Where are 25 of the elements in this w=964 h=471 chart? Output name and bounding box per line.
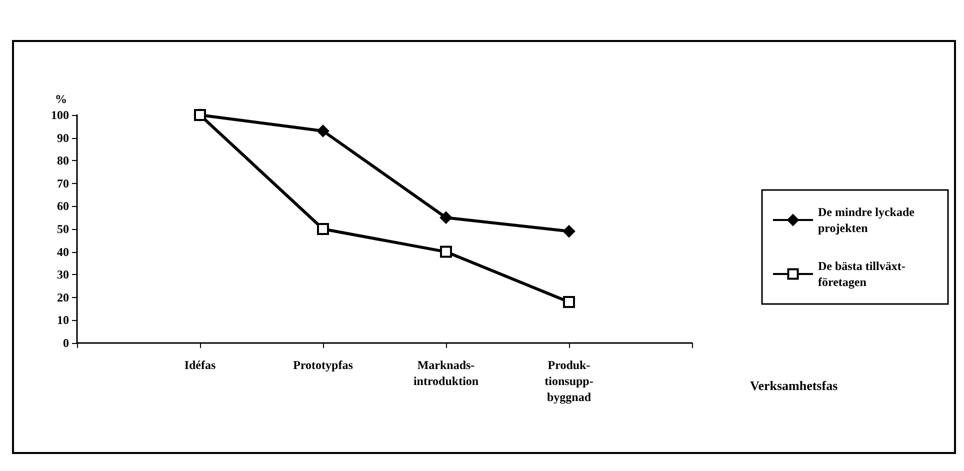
legend-label: De mindre lyckade projekten xyxy=(818,205,918,235)
x-tick-label: Idéfas xyxy=(184,358,216,372)
x-tick-label: Marknads-introduktion xyxy=(413,358,479,388)
legend-label: De bästa tillväxt-företagen xyxy=(818,259,906,289)
y-tick-label: 0 xyxy=(63,336,69,350)
x-tick-label: Prototypfas xyxy=(293,358,354,372)
y-tick-label: 40 xyxy=(57,244,69,259)
y-tick-label: 100 xyxy=(51,108,69,122)
y-tick-label: 70 xyxy=(57,176,69,190)
y-tick-label: 60 xyxy=(57,199,69,214)
x-axis-title: Verksamhetsfas xyxy=(750,378,838,393)
point xyxy=(563,225,575,238)
y-tick-label: 30 xyxy=(57,268,69,282)
y-tick-label: 20 xyxy=(57,290,69,304)
y-tick-label: 10 xyxy=(57,313,69,328)
point xyxy=(563,296,575,308)
point xyxy=(317,223,329,235)
y-tick-label: 80 xyxy=(57,154,69,168)
y-tick-label: 50 xyxy=(57,222,69,236)
point xyxy=(317,124,329,137)
y-tick-label: 90 xyxy=(57,130,69,145)
y-axis-title: % xyxy=(55,92,67,106)
point xyxy=(440,246,452,258)
point xyxy=(440,212,452,224)
x-tick-label: Produk-tionsupp-byggnad xyxy=(544,358,594,404)
